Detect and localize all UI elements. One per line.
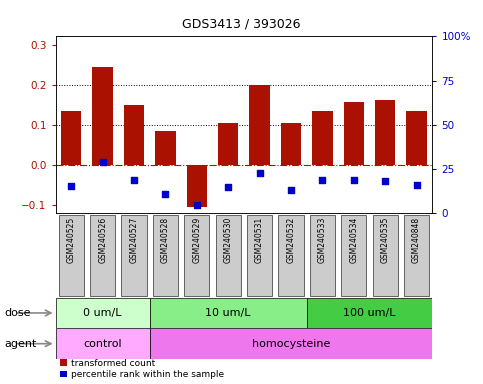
Text: control: control [84,339,122,349]
Bar [373,215,398,296]
Bar [307,298,432,328]
Bar [150,298,307,328]
Bar [249,84,270,165]
Point [68,183,75,189]
Bar [375,100,396,165]
Bar [155,131,176,165]
Text: GSM240525: GSM240525 [67,217,76,263]
Text: GSM240535: GSM240535 [381,217,390,263]
Text: GDS3413 / 393026: GDS3413 / 393026 [182,17,301,30]
Bar [153,215,178,296]
Bar [56,298,150,328]
Bar [406,111,427,165]
Bar [150,328,432,359]
Legend: transformed count, percentile rank within the sample: transformed count, percentile rank withi… [60,359,224,379]
Bar [124,105,144,165]
Bar [281,123,301,165]
Bar [186,165,207,207]
Bar [185,215,210,296]
Bar [59,215,84,296]
Point [256,170,264,176]
Bar [122,215,147,296]
Point [99,159,107,165]
Bar [310,215,335,296]
Text: GSM240531: GSM240531 [255,217,264,263]
Text: 10 um/L: 10 um/L [205,308,251,318]
Bar [56,328,150,359]
Text: GSM240527: GSM240527 [129,217,139,263]
Point [287,187,295,193]
Point [161,191,170,197]
Text: agent: agent [5,339,37,349]
Text: GSM240526: GSM240526 [98,217,107,263]
Bar [247,215,272,296]
Point [193,202,201,208]
Text: GSM240529: GSM240529 [192,217,201,263]
Point [319,177,327,183]
Text: GSM240528: GSM240528 [161,217,170,263]
Bar [90,215,115,296]
Text: GSM240533: GSM240533 [318,217,327,263]
Bar [343,101,364,165]
Bar [312,111,333,165]
Bar [215,215,241,296]
Point [350,177,357,183]
Point [412,182,420,188]
Bar [278,215,304,296]
Text: homocysteine: homocysteine [252,339,330,349]
Text: GSM240532: GSM240532 [286,217,296,263]
Bar [341,215,367,296]
Bar [61,111,82,165]
Text: GSM240848: GSM240848 [412,217,421,263]
Text: 0 um/L: 0 um/L [84,308,122,318]
Text: 100 um/L: 100 um/L [343,308,396,318]
Text: GSM240530: GSM240530 [224,217,233,263]
Bar [218,123,239,165]
Point [224,184,232,190]
Text: dose: dose [5,308,31,318]
Point [130,177,138,183]
Point [382,178,389,184]
Bar [92,66,113,165]
Bar [404,215,429,296]
Text: GSM240534: GSM240534 [349,217,358,263]
